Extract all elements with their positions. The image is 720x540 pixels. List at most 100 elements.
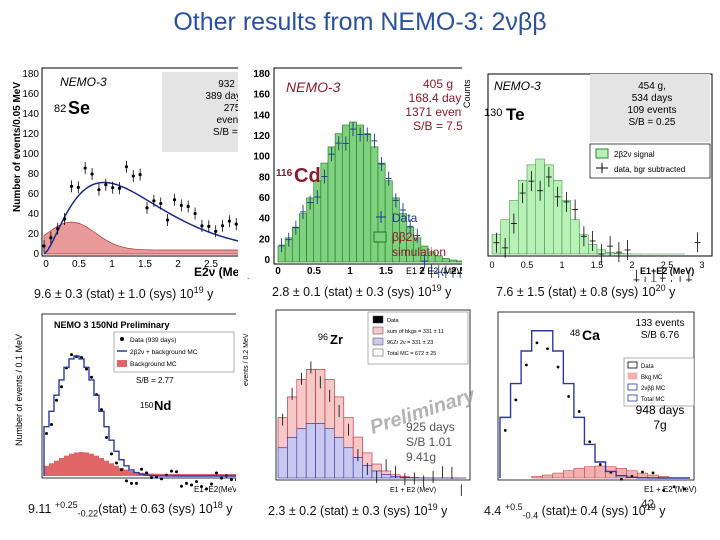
zr96-legend-label: sum of bkgs = 331 ± 11	[387, 329, 444, 335]
cd116-legend-mc: ββ2ν	[392, 230, 418, 244]
zr96-info-line-0: 925 days	[406, 420, 455, 434]
cd116-ytick-140: 140	[253, 110, 270, 121]
nd150-data-point	[220, 476, 223, 480]
nd150-bkg-bar	[169, 473, 174, 476]
cd116-ytick-160: 160	[253, 90, 270, 101]
cd116-ytick-20: 20	[259, 234, 271, 245]
nd150-data-point	[90, 375, 93, 379]
nd150-data-point	[190, 483, 193, 487]
zr96-bkg-bar	[324, 428, 335, 479]
se82-info-line-2: 2750	[224, 103, 247, 114]
se82-ytick-140: 140	[22, 109, 39, 120]
ca48-data-point	[588, 440, 592, 444]
te130-info-line-1: 534 days	[632, 93, 673, 104]
cd116-xtick-0.5: 0.5	[307, 266, 321, 277]
zr96-legend-swatch	[372, 326, 384, 335]
te130-symbol: Te	[506, 105, 525, 124]
nd150-legend-mc: 2β2ν + background MC	[130, 349, 198, 356]
se82-data-point	[49, 236, 53, 240]
nd150-bkg-bar	[194, 473, 199, 476]
nd150-symbol: Nd	[154, 398, 171, 413]
te130-xtick-3: 3	[699, 260, 704, 270]
nd150-data-point	[45, 431, 48, 435]
se82-mass: 82	[54, 103, 66, 115]
se82-ytick-180: 180	[22, 69, 39, 80]
nd150-bkg-bar	[189, 473, 194, 476]
plot-nd150: Number of events / 0.1 MeV NEMO 3 150Nd …	[14, 310, 252, 496]
result-cd116: 2.8 ± 0.1 (stat) ± 0.3 (sys) 1019 y	[272, 283, 452, 300]
nd150-bkg-bar	[44, 465, 49, 476]
zr96-legend-swatch	[372, 348, 384, 357]
cd116-nemo-label: NEMO-3	[286, 79, 341, 95]
se82-data-point	[166, 218, 170, 222]
zr96-bkg-bar	[305, 423, 316, 479]
te130-info-line-3: S/B = 0.25	[629, 117, 676, 128]
zr96-legend-label: 96Zr 2ν = 331 ± 23	[387, 340, 433, 346]
cd116-xtick-0: 0	[275, 266, 281, 277]
plot-nd150-svg: Number of events / 0.1 MeV NEMO 3 150Nd …	[14, 313, 249, 494]
cd116-ytick-40: 40	[259, 214, 271, 225]
nd150-mc-line	[43, 355, 244, 477]
zr96-mc-bar	[305, 369, 316, 424]
nd150-data-point	[100, 408, 103, 412]
ca48-data-point	[683, 487, 687, 491]
zr96-mc-bar	[324, 379, 335, 430]
se82-xlabel: E2ν (MeV)	[194, 265, 251, 279]
ca48-xlabel: E1 + E2 (MeV)	[644, 485, 697, 494]
se82-xtick-1: 1	[109, 259, 115, 270]
ca48-legend-label: Data	[641, 364, 654, 370]
result-se82: 9.6 ± 0.3 (stat) ± 1.0 (sys) 1019 y	[34, 285, 214, 302]
nd150-bkg-bar	[229, 474, 234, 476]
se82-ytick-120: 120	[22, 129, 39, 140]
nd150-bkg-bar	[89, 453, 94, 476]
te130-ylabel: Counts	[462, 79, 472, 108]
se82-mc-curve	[43, 181, 247, 255]
ca48-legend-label: Bkg MC	[641, 375, 663, 381]
nd150-data-point	[55, 398, 58, 402]
se82-info-line-4: S/B = 4	[213, 127, 247, 138]
zr96-ylabel: events / 0.2 MeV	[243, 333, 250, 386]
se82-data-point	[124, 165, 128, 169]
cd116-xtick-1.5: 1.5	[379, 266, 393, 277]
ca48-data-point	[672, 485, 676, 489]
nd150-data-point	[160, 477, 163, 481]
cd116-mc-bar	[299, 213, 307, 263]
se82-data-point	[111, 186, 115, 190]
nd150-bkg-bar	[159, 473, 164, 476]
nd150-bkg-bar	[54, 460, 59, 476]
nd150-data-point	[215, 471, 218, 475]
ca48-data-point	[662, 488, 666, 492]
nd150-bkg-bar	[94, 455, 99, 476]
ca48-data-point	[556, 365, 560, 369]
nd150-bkg-bar	[154, 473, 159, 476]
se82-data-point	[200, 224, 204, 228]
zr96-legend-swatch	[372, 315, 384, 324]
se82-data-point	[145, 206, 149, 210]
ca48-info-bottom-line-1: 7g	[653, 418, 666, 432]
zr96-bkg-bar	[287, 437, 298, 479]
nd150-data-point	[60, 385, 63, 389]
cd116-mc-bar	[327, 146, 336, 263]
slide-title: Other results from NEMO-3: 2νββ	[173, 8, 547, 36]
ca48-data-point	[503, 428, 507, 432]
plot-zr96-svg: events / 0.2 MeV 96 Zr Data sum of bkgs =…	[243, 309, 478, 497]
plot-ca48: 48 Ca 133 events S/B 6.76 Data Bkg MC 2νββ …	[474, 306, 718, 498]
cd116-ytick-80: 80	[259, 172, 271, 183]
nd150-data-point	[230, 478, 233, 482]
te130-xtick-1: 1	[559, 260, 564, 270]
result-ca48: 4.4 +0.5-0.4 (stat)± 0.4 (sys) 1019 y	[484, 502, 666, 521]
te130-legend-data: data, bgr subtracted	[614, 165, 685, 174]
se82-data-point	[172, 198, 177, 202]
zr96-bkg-bar	[296, 428, 307, 479]
plot-te130-svg: 0 0.5 1 1.5 2 2.5 3 Counts NEMO-3 130 Te 454 g…	[462, 73, 713, 300]
se82-data-point	[152, 199, 156, 203]
nd150-bkg-bar	[64, 455, 69, 476]
nd150-data-point	[125, 479, 128, 483]
se82-data-point	[214, 229, 218, 233]
se82-info-line-3: events	[217, 115, 246, 126]
zr96-legend-swatch	[372, 337, 384, 346]
nd150-data-point	[140, 467, 143, 471]
ca48-bkg-bar	[584, 466, 596, 479]
